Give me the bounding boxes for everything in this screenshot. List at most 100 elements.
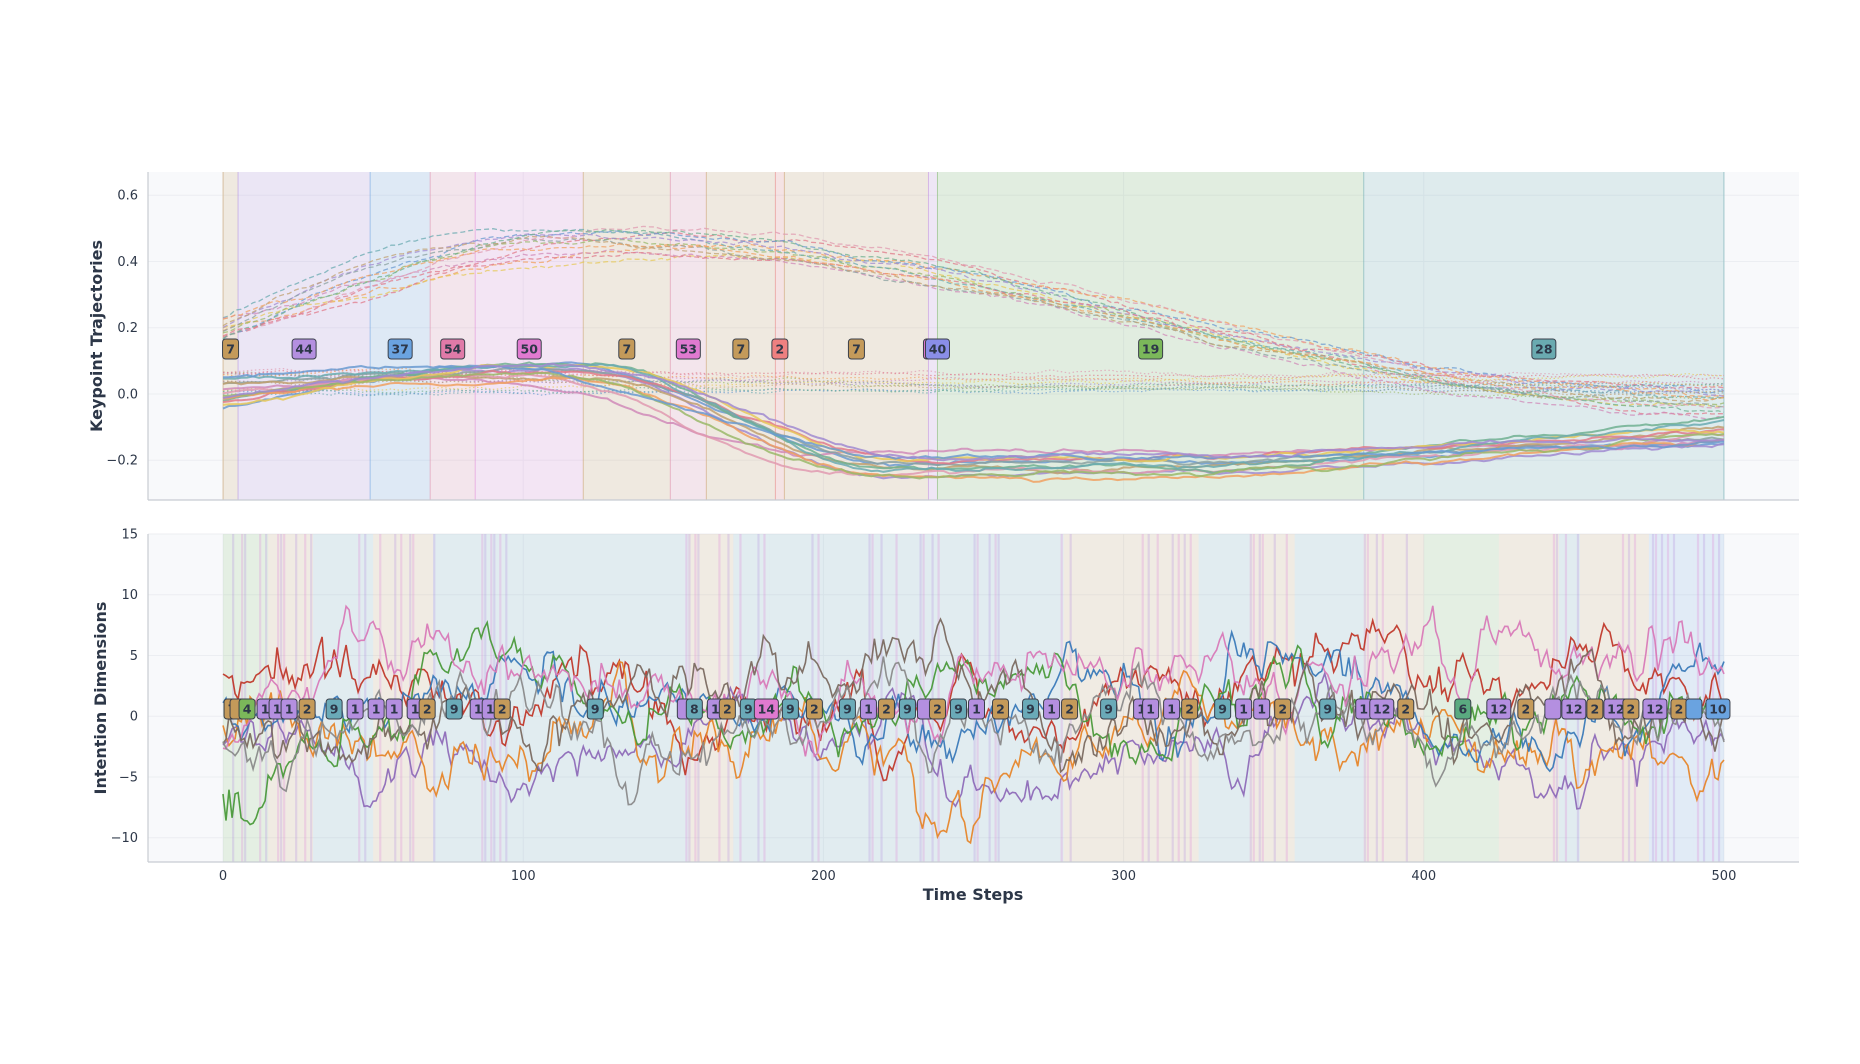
- badge-box: [1235, 698, 1253, 720]
- segment-label-badge: 1: [1043, 698, 1061, 720]
- badge-box: [238, 698, 256, 720]
- badge-label: 37: [391, 342, 408, 357]
- badge-label: 2: [1401, 702, 1410, 717]
- badge-label: 40: [929, 342, 947, 357]
- segment-label-badge: 53: [675, 338, 701, 360]
- segment-label-badge: 4: [238, 698, 256, 720]
- intent-stripe: [1702, 534, 1706, 862]
- intent-stripe: [490, 534, 493, 862]
- phase-segment: [370, 172, 431, 500]
- badge-label: 2: [1278, 702, 1287, 717]
- top-lines: [222, 225, 1725, 483]
- badge-label: 2: [723, 702, 732, 717]
- badge-box: [732, 338, 750, 360]
- top-y-tick-label: 0.6: [117, 189, 138, 204]
- top-y-tick-label: 0.2: [117, 321, 138, 336]
- badge-box: [1163, 698, 1181, 720]
- badge-label: 9: [450, 702, 459, 717]
- segment-label-badge: 12: [1642, 698, 1668, 720]
- segment-label-badge: 2: [418, 698, 436, 720]
- intent-stripe: [811, 534, 814, 862]
- intent-stripe: [1177, 534, 1180, 862]
- badge-box: [781, 698, 799, 720]
- bottom-y-axis-title: Intention Dimensions: [91, 602, 110, 795]
- x-tick-label: 300: [1111, 869, 1136, 884]
- segment-label-badge: 1: [1235, 698, 1253, 720]
- intent-stripe: [727, 534, 730, 862]
- badge-box: [1685, 698, 1703, 720]
- badge-label: 44: [295, 342, 313, 357]
- badge-box: [291, 338, 317, 360]
- badge-box: [1561, 698, 1587, 720]
- segment-label-badge: [1685, 698, 1703, 720]
- keypoint-dashed-line: [222, 230, 1725, 394]
- segment-label-badge: 1: [1163, 698, 1181, 720]
- badge-box: [898, 698, 916, 720]
- badge-box: [1454, 698, 1472, 720]
- badge-label: 10: [1709, 702, 1727, 717]
- bottom-y-tick-label: −5: [119, 770, 138, 785]
- badge-box: [367, 698, 385, 720]
- segment-label-badge: 7: [732, 338, 750, 360]
- intent-stripe: [895, 534, 898, 862]
- segment-label-badge: 2: [1670, 698, 1688, 720]
- badge-box: [1319, 698, 1337, 720]
- badge-box: [586, 698, 604, 720]
- segment-label-badge: 2: [928, 698, 946, 720]
- badge-label: 7: [622, 342, 631, 357]
- intent-stripe: [994, 534, 997, 862]
- intent-stripe: [757, 534, 760, 862]
- segment-label-badge: 1: [367, 698, 385, 720]
- intent-stripe: [1189, 534, 1192, 862]
- intent-stripe: [265, 534, 268, 862]
- intent-stripe: [1285, 534, 1288, 862]
- keypoint-dashed-line: [222, 228, 1725, 413]
- segment-label-badge: 12: [1561, 698, 1587, 720]
- badge-box: [1043, 698, 1061, 720]
- intent-stripe: [937, 534, 940, 862]
- badge-label: 9: [1104, 702, 1113, 717]
- segment-label-badge: 2: [771, 338, 789, 360]
- badge-label: 1: [1137, 702, 1146, 717]
- phase-segment: [670, 172, 707, 500]
- intent-segment: [1423, 534, 1499, 862]
- badge-box: [1586, 698, 1604, 720]
- badge-label: 9: [786, 702, 795, 717]
- intent-stripe: [1627, 534, 1631, 862]
- badge-label: 1: [285, 702, 294, 717]
- intent-stripe: [697, 534, 700, 862]
- badge-label: 1: [261, 702, 270, 717]
- bottom-panel: 7411129111129112981291492912929129129111…: [91, 528, 1799, 904]
- top-y-tick-label: 0.4: [117, 255, 138, 270]
- intent-segment: [223, 534, 239, 862]
- intent-stripe: [244, 534, 247, 862]
- segment-label-badge: 2: [1061, 698, 1079, 720]
- segment-label-badge: 2: [1397, 698, 1415, 720]
- badge-label: 2: [1185, 702, 1194, 717]
- badge-label: 2: [776, 342, 785, 357]
- intent-stripe: [1633, 534, 1637, 862]
- badge-label: 14: [758, 702, 776, 717]
- intent-stripe: [304, 534, 307, 862]
- badge-label: 1: [1167, 702, 1176, 717]
- intent-stripe: [1666, 534, 1670, 862]
- segment-label-badge: 9: [838, 698, 856, 720]
- segment-label-badge: 2: [718, 698, 736, 720]
- segment-label-badge: 1: [1142, 698, 1160, 720]
- badge-label: 9: [744, 702, 753, 717]
- phase-segment: [583, 172, 671, 500]
- segment-label-badge: 19: [1138, 338, 1164, 360]
- intent-stripe: [1156, 534, 1159, 862]
- badge-label: 1: [864, 702, 873, 717]
- top-y-tick-labels: −0.2 0.0 0.2 0.4 0.6: [106, 189, 138, 469]
- segment-label-badge: 9: [586, 698, 604, 720]
- phase-segment: [475, 172, 584, 500]
- intent-segment: [1063, 534, 1139, 862]
- badge-label: 12: [1565, 702, 1582, 717]
- intent-stripe: [1273, 534, 1276, 862]
- badge-label: 9: [954, 702, 963, 717]
- intent-stripe: [1660, 534, 1664, 862]
- keypoint-dotted-line: [222, 381, 1725, 397]
- badge-box: [1622, 698, 1640, 720]
- badge-box: [1517, 698, 1535, 720]
